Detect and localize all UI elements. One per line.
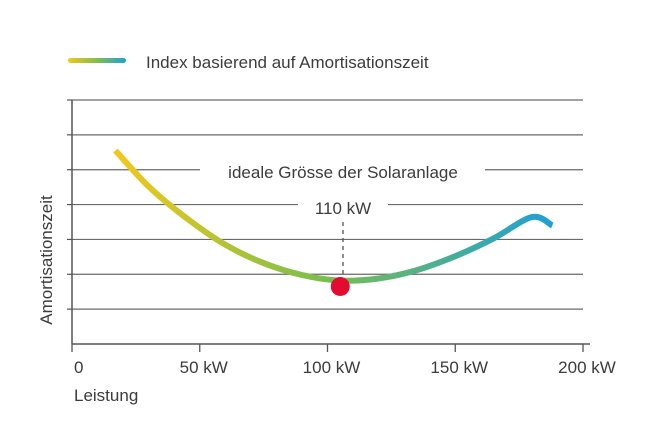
x-tick-label: 100 kW: [303, 358, 361, 377]
optimum-point: [330, 276, 350, 296]
x-axis-title: Leistung: [74, 386, 138, 405]
annotation-ideal-size: ideale Grösse der Solaranlage: [228, 163, 458, 182]
x-tick-label: 200 kW: [558, 358, 616, 377]
x-tick-label: 150 kW: [430, 358, 488, 377]
x-tick-label: 50 kW: [180, 358, 228, 377]
annotation-110kw: 110 kW: [315, 199, 371, 218]
annotation-2-bg: [298, 194, 388, 222]
x-tick-label: 0: [74, 358, 83, 377]
legend: Index basierend auf Amortisationszeit: [68, 53, 429, 72]
annotation-1-bg: [200, 158, 485, 186]
legend-label: Index basierend auf Amortisationszeit: [146, 53, 429, 72]
x-ticks: 0 50 kW 100 kW 150 kW 200 kW: [71, 344, 616, 377]
y-axis-title: Amortisationszeit: [37, 195, 56, 325]
legend-swatch: [68, 58, 126, 63]
